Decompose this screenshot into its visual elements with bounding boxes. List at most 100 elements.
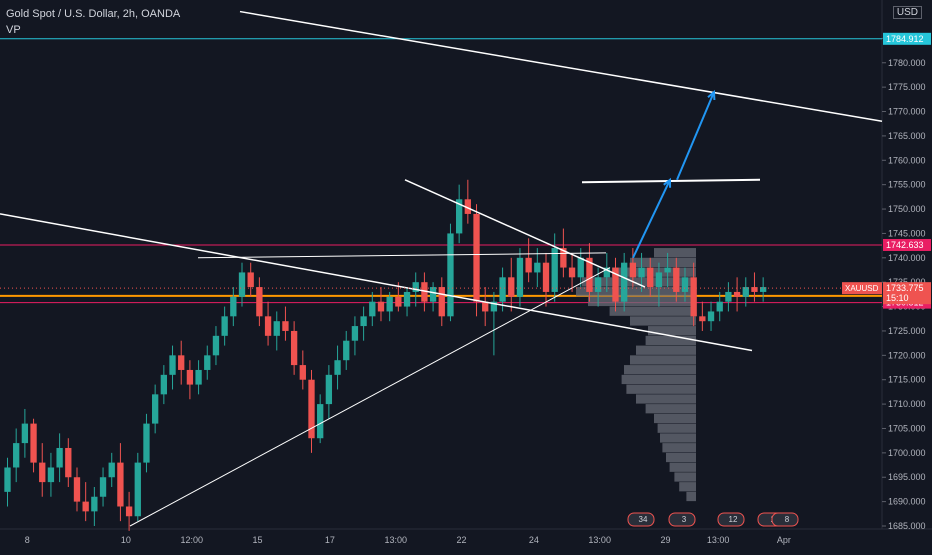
price-tick-label: 1685.000 bbox=[888, 521, 926, 531]
candle-body bbox=[212, 335, 220, 356]
candle-body bbox=[325, 374, 333, 405]
candle-body bbox=[4, 467, 11, 492]
candle-body bbox=[490, 301, 498, 312]
symbol-title[interactable]: Gold Spot / U.S. Dollar, 2h, OANDA bbox=[6, 8, 181, 20]
price-tick-label: 1705.000 bbox=[888, 423, 926, 433]
price-tick-label: 1770.000 bbox=[888, 107, 926, 117]
event-badge[interactable]: 34 bbox=[627, 512, 655, 527]
candle-body bbox=[186, 369, 194, 385]
candle-body bbox=[134, 462, 141, 517]
event-badge-bg bbox=[668, 512, 696, 527]
candle-body bbox=[238, 272, 246, 297]
candle-body bbox=[664, 267, 671, 273]
price-tick-label: 1710.000 bbox=[888, 399, 926, 409]
symbol-tag-label: XAUUSD bbox=[845, 284, 879, 293]
event-badge-bg bbox=[717, 512, 745, 527]
volume-bar bbox=[645, 335, 696, 346]
volume-bar bbox=[662, 443, 696, 453]
price-tick-label: 1725.000 bbox=[888, 326, 926, 336]
event-badge-count: 34 bbox=[639, 515, 648, 524]
candle-body bbox=[429, 287, 437, 302]
volume-bar bbox=[669, 462, 696, 472]
candle-body bbox=[230, 296, 237, 317]
volume-bar bbox=[657, 423, 696, 433]
event-badge[interactable]: 8 bbox=[771, 512, 799, 527]
volume-bar bbox=[626, 384, 696, 394]
candle-body bbox=[151, 394, 159, 424]
candle-body bbox=[160, 374, 167, 395]
currency-badge[interactable]: USD bbox=[892, 6, 922, 19]
candle-body bbox=[577, 257, 584, 278]
event-badge[interactable]: 3 bbox=[668, 512, 696, 527]
time-tick-label: Apr bbox=[777, 535, 791, 545]
candle-body bbox=[586, 257, 593, 292]
candle-body bbox=[377, 301, 385, 312]
candle-body bbox=[13, 443, 20, 468]
candle-body bbox=[299, 365, 306, 380]
indicator-label[interactable]: VP bbox=[6, 24, 21, 36]
volume-bar bbox=[609, 306, 696, 316]
candle-body bbox=[707, 311, 715, 322]
candle-body bbox=[273, 321, 280, 336]
projection-arrow-2-head bbox=[707, 89, 716, 101]
candle-body bbox=[542, 262, 550, 292]
volume-bar bbox=[648, 326, 696, 336]
price-tick-label: 1695.000 bbox=[888, 472, 926, 482]
volume-bar bbox=[612, 267, 696, 277]
candle-body bbox=[403, 291, 411, 307]
candle-body bbox=[464, 199, 471, 214]
candle-body bbox=[690, 277, 697, 317]
volume-bar bbox=[645, 404, 696, 414]
candle-body bbox=[525, 257, 532, 273]
price-tick-label: 1760.000 bbox=[888, 155, 926, 165]
candle-body bbox=[290, 330, 298, 366]
rising-support-line bbox=[129, 267, 611, 527]
candle-body bbox=[169, 355, 176, 375]
candle-body bbox=[143, 423, 150, 463]
candle-body bbox=[351, 326, 359, 341]
candle-body bbox=[516, 257, 524, 297]
candle-body bbox=[534, 262, 541, 273]
upper-resistance-trendline bbox=[239, 10, 883, 123]
last-price-tag bbox=[883, 282, 931, 305]
volume-bar bbox=[576, 287, 696, 297]
projection-arrow-2 bbox=[676, 91, 715, 181]
candle-body bbox=[195, 369, 202, 385]
candle-body bbox=[482, 301, 489, 312]
time-axis: 8 10 12:00 15 17 13:00 22 24 13:00 29 13:00 Apr bbox=[25, 535, 791, 545]
candle-body bbox=[47, 467, 55, 483]
candle-body bbox=[125, 506, 133, 517]
chart-legend: Gold Spot / U.S. Dollar, 2h, OANDA VP bbox=[6, 6, 180, 38]
volume-bar bbox=[636, 394, 696, 404]
volume-bar bbox=[654, 248, 696, 258]
volume-bar bbox=[621, 374, 696, 385]
event-badge[interactable]: 12 bbox=[717, 512, 745, 527]
candle-body bbox=[733, 291, 741, 297]
candle-body bbox=[551, 248, 558, 292]
level-price-label: 1784.912 bbox=[886, 34, 924, 44]
event-badge-bg bbox=[627, 512, 655, 527]
price-tick-label: 1750.000 bbox=[888, 204, 926, 214]
candle-body bbox=[412, 282, 419, 292]
candle-body bbox=[91, 496, 98, 512]
time-tick-label: 12:00 bbox=[180, 535, 203, 545]
event-badge-count: 8 bbox=[785, 515, 790, 524]
candle-body bbox=[65, 447, 72, 478]
price-tick-label: 1755.000 bbox=[888, 180, 926, 190]
candle-body bbox=[473, 213, 480, 302]
candle-body bbox=[369, 301, 376, 317]
event-badge-bg bbox=[771, 512, 799, 527]
candle-body bbox=[317, 404, 324, 439]
candle-body bbox=[629, 262, 637, 278]
candle-body bbox=[725, 291, 732, 302]
volume-bar bbox=[630, 355, 696, 365]
price-tick-label: 1780.000 bbox=[888, 58, 926, 68]
candle-body bbox=[221, 316, 228, 336]
candle-body bbox=[56, 447, 63, 468]
projection-arrow-1-head bbox=[663, 177, 672, 188]
time-tick-label: 22 bbox=[457, 535, 467, 545]
candle-body bbox=[568, 267, 576, 278]
